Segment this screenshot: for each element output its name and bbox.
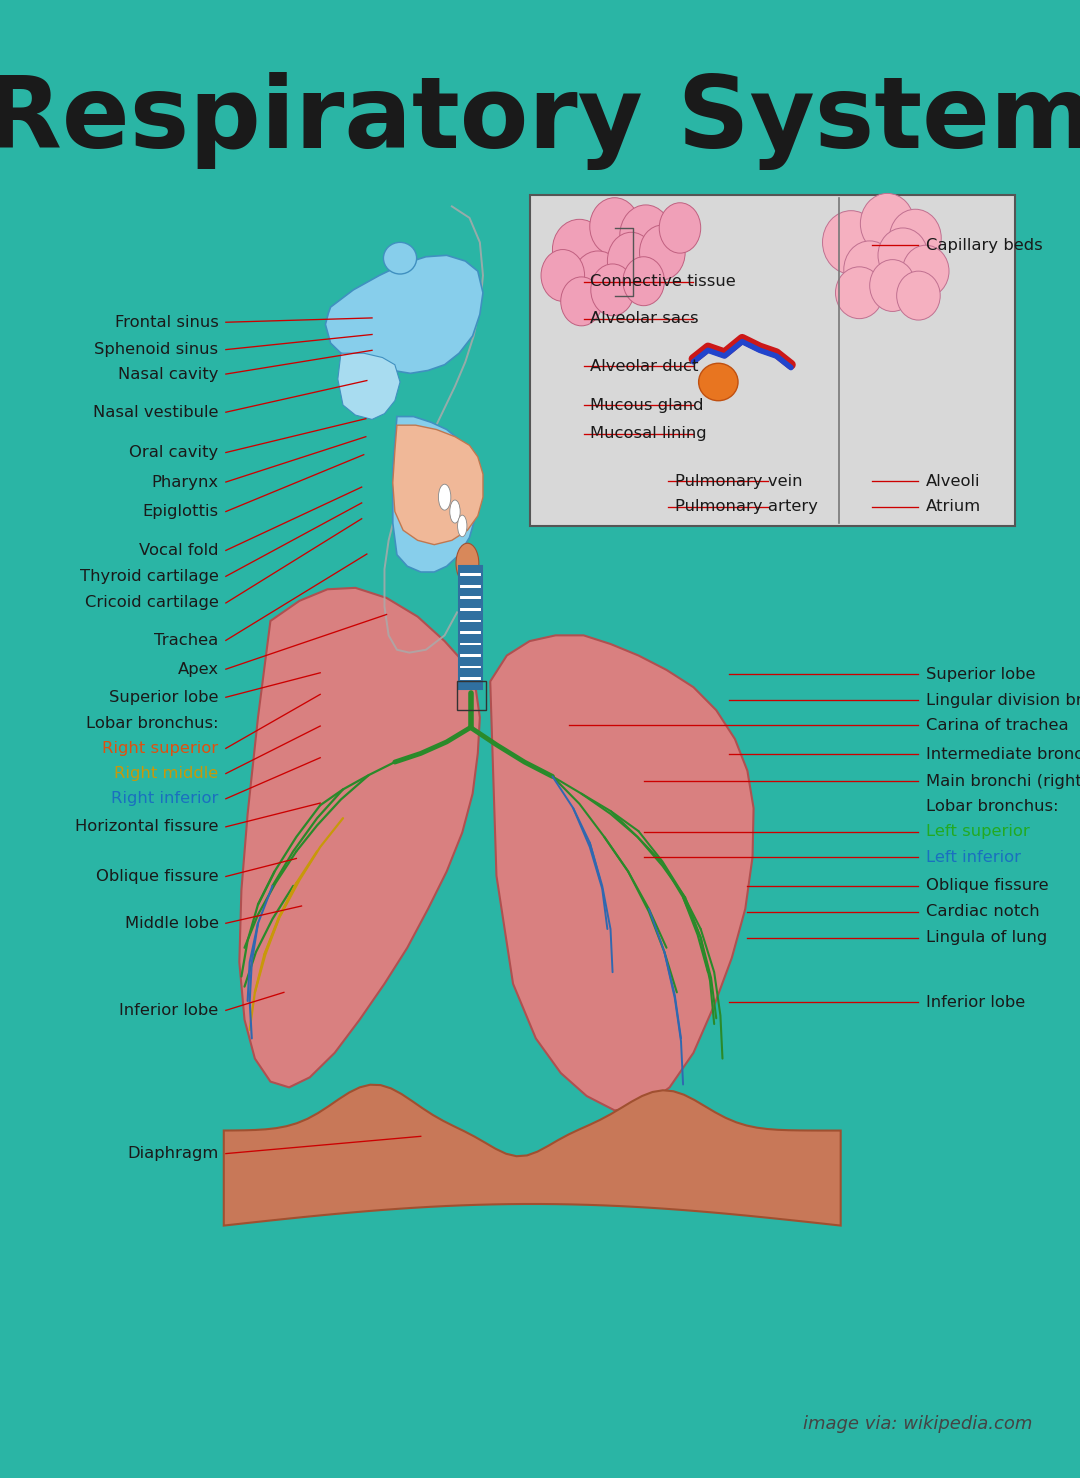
Text: Thyroid cartilage: Thyroid cartilage [80,569,218,584]
Polygon shape [459,622,482,631]
Ellipse shape [903,245,949,297]
Text: Pulmonary vein: Pulmonary vein [675,474,802,489]
Text: Pulmonary artery: Pulmonary artery [675,500,818,514]
Ellipse shape [541,250,584,302]
Text: Superior lobe: Superior lobe [926,667,1036,681]
Text: Trachea: Trachea [154,633,218,647]
Text: Mucosal lining: Mucosal lining [590,426,706,442]
Ellipse shape [639,225,685,279]
Polygon shape [459,634,482,643]
Text: Cardiac notch: Cardiac notch [926,905,1039,919]
Text: Cricoid cartilage: Cricoid cartilage [84,596,218,610]
Text: Oblique fissure: Oblique fissure [96,869,218,884]
Text: Capillary beds: Capillary beds [926,238,1042,253]
Text: Right superior: Right superior [103,740,218,755]
Text: Intermediate bronchus: Intermediate bronchus [926,746,1080,761]
Text: Sphenoid sinus: Sphenoid sinus [94,341,218,358]
Text: Right middle: Right middle [114,766,218,780]
Text: Superior lobe: Superior lobe [109,690,218,705]
Text: Inferior lobe: Inferior lobe [926,995,1025,1009]
Text: Mucous gland: Mucous gland [590,398,703,412]
Ellipse shape [458,516,467,537]
Text: Respiratory System: Respiratory System [0,72,1080,170]
Polygon shape [459,680,482,689]
Ellipse shape [449,500,460,523]
Polygon shape [459,668,482,677]
Ellipse shape [561,276,603,325]
Polygon shape [459,588,482,597]
Text: Pharynx: Pharynx [151,474,218,489]
Polygon shape [393,417,477,572]
Text: Middle lobe: Middle lobe [124,916,218,931]
Polygon shape [224,1085,840,1225]
Polygon shape [325,256,483,374]
Ellipse shape [896,270,941,321]
Polygon shape [459,656,482,665]
FancyBboxPatch shape [529,195,1015,526]
Polygon shape [459,576,482,585]
Text: Right inferior: Right inferior [111,791,218,806]
Text: Frontal sinus: Frontal sinus [114,315,218,330]
Text: Oral cavity: Oral cavity [130,445,218,460]
Text: Vocal fold: Vocal fold [139,542,218,557]
Text: Left inferior: Left inferior [926,850,1021,865]
Text: image via: wikipedia.com: image via: wikipedia.com [804,1414,1032,1432]
Polygon shape [393,426,483,545]
Text: Lobar bronchus:: Lobar bronchus: [926,800,1058,814]
Text: Left superior: Left superior [926,825,1029,840]
Ellipse shape [823,211,879,273]
Polygon shape [338,353,400,420]
Ellipse shape [456,544,478,584]
Polygon shape [459,566,482,689]
Polygon shape [490,636,754,1110]
Ellipse shape [591,265,634,316]
Text: Alveolar sacs: Alveolar sacs [590,312,699,327]
Text: Lingula of lung: Lingula of lung [926,930,1047,944]
Text: Inferior lobe: Inferior lobe [120,1004,218,1018]
Ellipse shape [699,364,738,401]
Polygon shape [459,646,482,655]
Text: Epiglottis: Epiglottis [143,504,218,519]
Text: Alveoli: Alveoli [926,474,981,489]
Text: Main bronchi (right and left): Main bronchi (right and left) [926,774,1080,789]
Polygon shape [459,600,482,607]
Ellipse shape [861,194,915,254]
Text: Oblique fissure: Oblique fissure [926,878,1049,893]
Text: Lobar bronchus:: Lobar bronchus: [86,715,218,730]
Ellipse shape [878,228,928,282]
Text: Horizontal fissure: Horizontal fissure [76,819,218,834]
Text: Diaphragm: Diaphragm [127,1145,218,1162]
Ellipse shape [590,198,639,256]
Polygon shape [240,588,480,1088]
Ellipse shape [553,219,606,279]
Ellipse shape [836,268,883,319]
Ellipse shape [659,202,701,253]
Ellipse shape [869,260,916,312]
Polygon shape [459,610,482,619]
Ellipse shape [438,485,450,510]
Text: Lingular division bronchus: Lingular division bronchus [926,693,1080,708]
Ellipse shape [607,232,656,290]
Ellipse shape [623,257,664,306]
Ellipse shape [890,210,942,268]
Text: Atrium: Atrium [926,500,981,514]
Polygon shape [459,565,482,573]
Text: Apex: Apex [177,662,218,677]
Text: Nasal vestibule: Nasal vestibule [93,405,218,420]
Text: Carina of trachea: Carina of trachea [926,718,1068,733]
Text: Nasal cavity: Nasal cavity [118,367,218,381]
Ellipse shape [843,241,895,299]
Ellipse shape [620,205,672,266]
Text: Alveolar duct: Alveolar duct [590,359,699,374]
Ellipse shape [383,242,417,273]
Ellipse shape [573,251,623,306]
Text: Connective tissue: Connective tissue [590,275,735,290]
